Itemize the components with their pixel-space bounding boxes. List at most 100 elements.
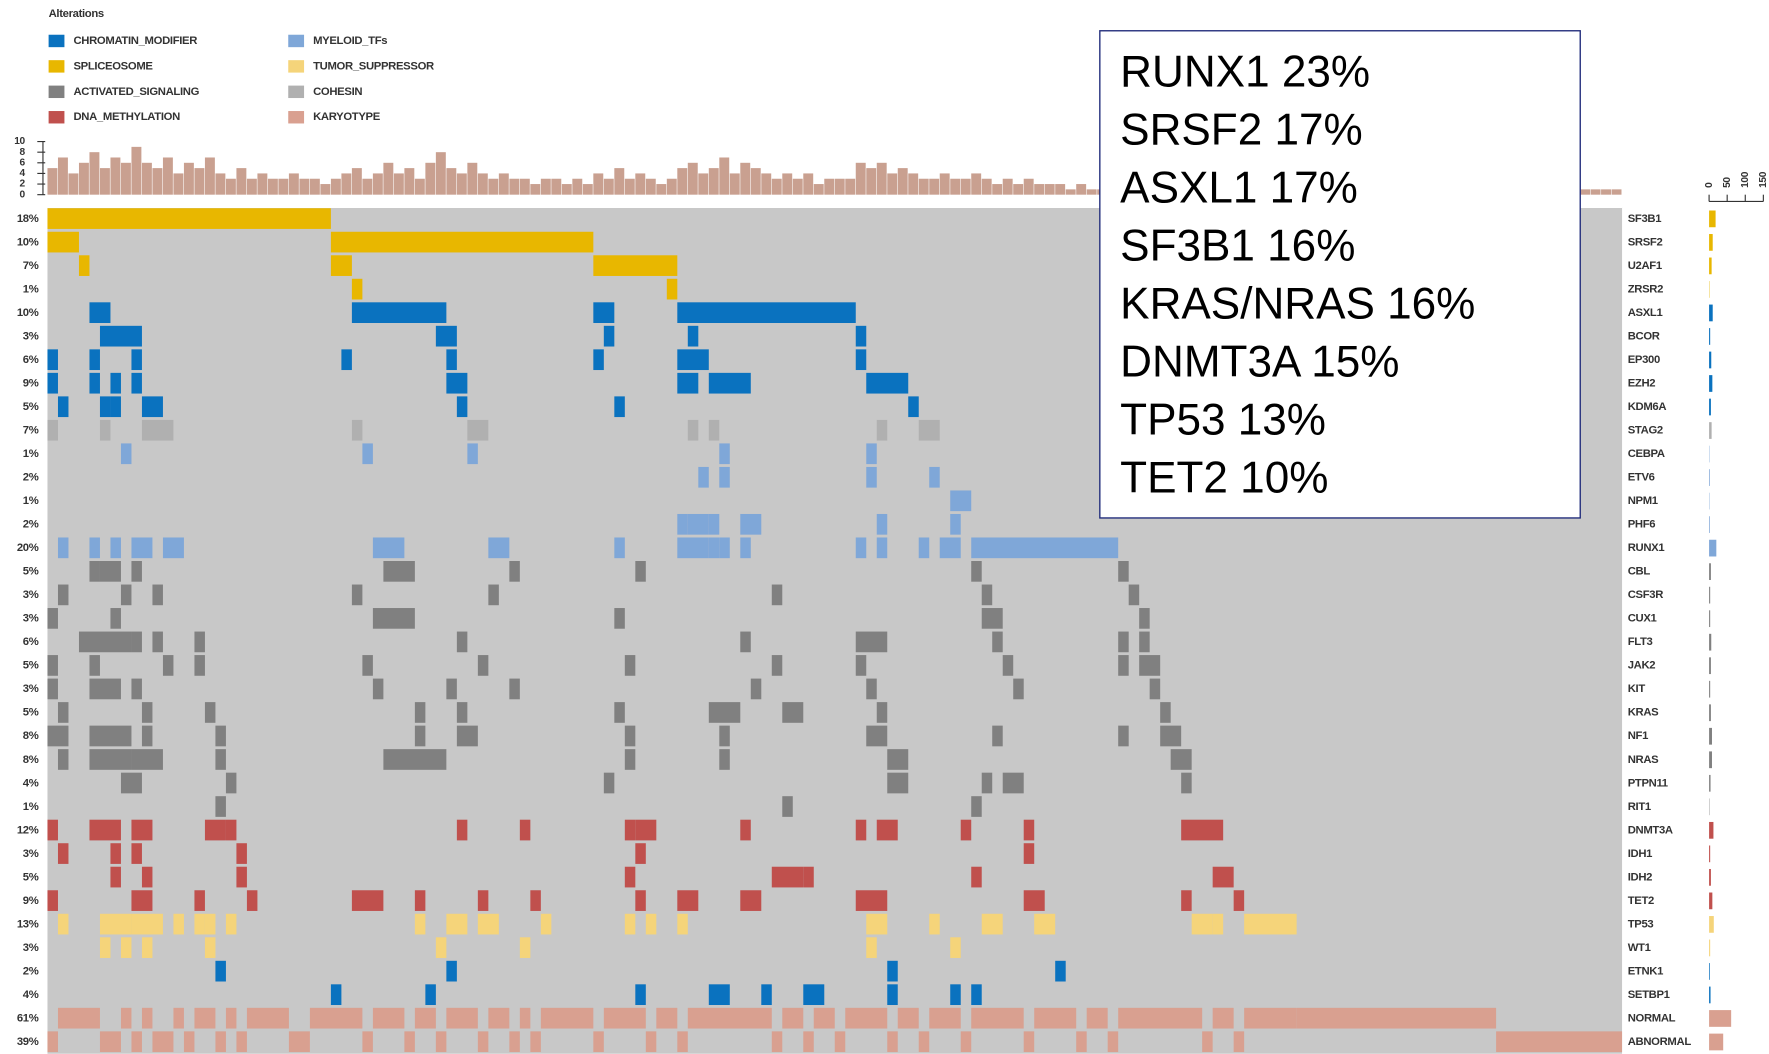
mutation-cell (351, 890, 384, 911)
mutation-cell (687, 513, 709, 535)
gene-label: EP300 (1628, 354, 1660, 366)
legend-label: DNA_METHYLATION (73, 111, 180, 123)
hist-bar (750, 168, 761, 195)
mutation-cell (131, 749, 163, 770)
mutation-cell (1086, 1007, 1108, 1029)
hist-bar (341, 173, 352, 195)
gene-label: SETBP1 (1628, 989, 1670, 1001)
frequency-bar (1709, 986, 1711, 1004)
mutation-cell (677, 1031, 688, 1053)
hist-bar (183, 162, 194, 195)
mutation-cell (120, 443, 132, 465)
mutation-cell (131, 561, 142, 582)
hist-bar (1034, 184, 1045, 195)
mutation-cell (141, 702, 153, 723)
row-percent: 9% (23, 377, 39, 389)
row-percent: 3% (23, 613, 39, 625)
legend-swatch (288, 85, 305, 99)
mutation-cell (876, 537, 888, 559)
gene-label: ETV6 (1628, 472, 1655, 484)
mutation-cell (939, 537, 961, 559)
hist-bar (456, 173, 467, 195)
mutation-cell (677, 913, 688, 935)
hist-bar (467, 162, 478, 195)
row-percent: 3% (23, 330, 39, 342)
mutation-cell (99, 1031, 121, 1053)
mutation-cell (110, 396, 121, 418)
hist-bar (561, 184, 572, 195)
hist-bar (215, 173, 226, 195)
hist-bar (488, 178, 499, 195)
mutation-cell (519, 819, 531, 841)
mutation-cell (225, 772, 237, 794)
gene-label: PHF6 (1628, 519, 1656, 531)
mutation-cell (131, 537, 153, 559)
mutation-cell (435, 1031, 447, 1053)
mutation-cell (677, 537, 709, 559)
mutation-cell (677, 513, 688, 535)
mutation-cell (750, 678, 762, 700)
mutation-cell (866, 443, 877, 465)
hist-bar (1013, 184, 1024, 195)
row-percent: 3% (23, 848, 39, 860)
mutation-cell (446, 678, 457, 700)
mutation-cell (509, 678, 520, 700)
legend-swatch (48, 111, 65, 124)
mutation-cell (603, 1007, 646, 1029)
mutation-cell (614, 396, 625, 418)
mutation-cell (414, 890, 426, 911)
mutation-cell (225, 1007, 237, 1029)
mutation-cell (246, 890, 258, 911)
gene-label: TP53 (1628, 918, 1654, 930)
mutation-cell (540, 913, 552, 935)
mutation-cell (215, 749, 226, 770)
mutation-cell (425, 984, 436, 1006)
hist-bar (278, 178, 289, 195)
frequency-bar (1709, 963, 1710, 980)
mutation-cell (204, 913, 216, 935)
row-percent: 5% (23, 707, 39, 719)
mutation-cell (215, 960, 226, 982)
frequency-bar (1709, 727, 1712, 745)
hist-bar (519, 178, 530, 195)
gene-label: RUNX1 (1628, 542, 1665, 554)
hist-bar (288, 173, 299, 195)
mutation-cell (110, 372, 121, 394)
annotation-line: ASXL1 17% (1120, 163, 1358, 212)
mutation-cell (99, 419, 111, 441)
hist-bar (551, 178, 562, 195)
mutation-cell (47, 208, 331, 229)
mutation-cell (78, 255, 90, 276)
mutation-cell (110, 843, 121, 864)
frequency-bar (1709, 633, 1712, 651)
hist-bar (414, 178, 425, 195)
mutation-cell (887, 1031, 898, 1053)
hist-bar (267, 178, 278, 195)
mutation-cell (477, 1031, 489, 1053)
row-percent: 5% (23, 566, 39, 578)
frequency-bar (1709, 868, 1711, 886)
mutation-cell (488, 537, 510, 559)
mutation-cell (603, 772, 615, 794)
mutation-cell (992, 725, 1003, 747)
row-percent: 20% (17, 542, 39, 554)
mutation-cell (950, 984, 961, 1006)
mutation-cell (866, 937, 877, 958)
hist-bar (614, 168, 625, 195)
mutation-cell (57, 749, 69, 770)
hist-bar (603, 178, 614, 195)
hist-bar (393, 173, 404, 195)
mutation-cell (834, 1031, 846, 1053)
hist-bar (971, 173, 982, 195)
frequency-bar (1709, 916, 1714, 933)
mutation-cell (887, 984, 898, 1006)
mutation-cell (708, 537, 720, 559)
mutation-cell (456, 631, 468, 653)
mutation-cell (803, 1031, 814, 1053)
mutation-cell (89, 302, 111, 324)
mutation-cell (1023, 890, 1045, 911)
gene-label: WT1 (1628, 942, 1651, 954)
legend-swatch (288, 60, 305, 73)
mutation-cell (782, 796, 793, 817)
mutation-cell (456, 702, 468, 723)
